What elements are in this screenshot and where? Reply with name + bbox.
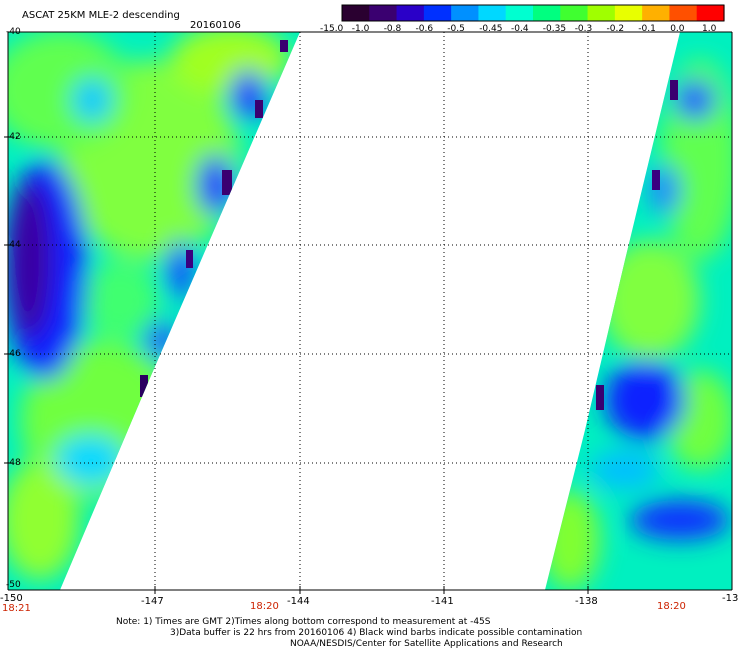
time-right: 18:20 <box>657 601 686 612</box>
colorbar-label: -1.0 <box>351 24 370 34</box>
colorbar-label: -0.1 <box>638 24 656 34</box>
colorbar-swatch <box>642 5 671 21</box>
lat-label: -40 <box>6 27 21 37</box>
colorbar-label: -0.8 <box>383 24 402 34</box>
colorbar-label: -0.4 <box>511 24 529 34</box>
colorbar-swatch <box>478 5 507 21</box>
axis-ticks <box>4 136 589 594</box>
colorbar-label: -0.35 <box>542 24 567 34</box>
lat-label: -44 <box>6 240 21 250</box>
note-line-1: Note: 1) Times are GMT 2)Times along bot… <box>116 617 491 627</box>
lon-label: -13 <box>722 593 739 604</box>
lat-label: -48 <box>6 458 21 468</box>
colorbar-label: -0.2 <box>606 24 625 34</box>
colorbar-label: 0.0 <box>670 24 685 34</box>
colorbar <box>341 4 725 22</box>
time-left: 18:21 <box>2 603 31 614</box>
lon-label: -138 <box>575 596 598 607</box>
lon-label: -144 <box>287 596 310 607</box>
colorbar-swatch <box>451 5 480 21</box>
colorbar-swatch <box>560 5 589 21</box>
colorbar-border <box>341 4 725 22</box>
colorbar-swatch <box>423 5 452 21</box>
colorbar-swatch <box>369 5 398 21</box>
lat-label: -42 <box>6 132 21 142</box>
colorbar-swatch <box>342 5 370 21</box>
colorbar-label: -0.3 <box>574 24 593 34</box>
colorbar-swatch <box>696 5 725 21</box>
lat-label: -50 <box>6 580 21 590</box>
colorbar-swatch <box>614 5 643 21</box>
map-title: ASCAT 25KM MLE-2 descending <box>22 10 180 21</box>
plot-frame <box>7 31 733 591</box>
right-swath <box>545 32 732 590</box>
grid-lines <box>8 32 732 590</box>
time-mid: 18:20 <box>250 601 279 612</box>
lon-label: -147 <box>141 596 164 607</box>
colorbar-swatch <box>505 5 534 21</box>
lon-label: -150 <box>0 593 23 604</box>
colorbar-label: 1.0 <box>702 24 717 34</box>
colorbar-label: -0.5 <box>447 24 465 34</box>
note-line-3: NOAA/NESDIS/Center for Satellite Applica… <box>290 639 563 649</box>
lat-label: -46 <box>6 349 21 359</box>
colorbar-swatch <box>396 5 425 21</box>
note-line-2: 3)Data buffer is 22 hrs from 20160106 4)… <box>170 628 583 638</box>
colorbar-swatch <box>669 5 698 21</box>
colorbar-label: -15.0 <box>320 24 344 34</box>
colorbar-label: -0.6 <box>415 24 434 34</box>
colorbar-label: -0.45 <box>479 24 503 34</box>
colorbar-swatch <box>533 5 561 21</box>
lon-label: -141 <box>431 596 454 607</box>
map-date: 20160106 <box>190 20 241 31</box>
colorbar-swatch <box>587 5 616 21</box>
left-swath <box>8 32 300 590</box>
